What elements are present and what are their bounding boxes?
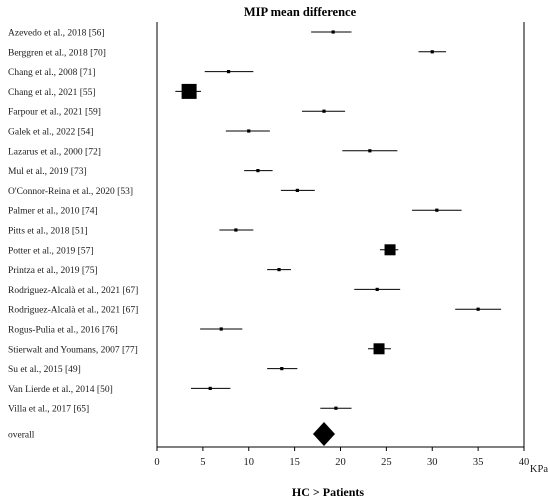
x-tick-label: 5 bbox=[200, 457, 205, 468]
study-label: Pitts et al., 2018 [51] bbox=[8, 227, 88, 237]
study-label: Chang et al., 2008 [71] bbox=[8, 68, 96, 78]
study-label: Potter et al., 2019 [57] bbox=[8, 246, 93, 256]
point-estimate bbox=[375, 287, 379, 291]
x-axis: 0 5 10 15 20 25 30 35 40 bbox=[154, 446, 530, 468]
study-label: Lazarus et al., 2000 [72] bbox=[8, 147, 101, 157]
chart-title: MIP mean difference bbox=[244, 5, 357, 19]
x-tick-label: 30 bbox=[427, 457, 438, 468]
study-label: Berggren et al., 2018 [70] bbox=[8, 48, 106, 58]
point-estimate bbox=[295, 188, 299, 192]
study-label: Rogus-Pulia et al., 2016 [76] bbox=[8, 326, 118, 336]
x-tick-label: 20 bbox=[335, 457, 346, 468]
x-axis-label: KPa bbox=[530, 464, 548, 475]
x-tick-label: 10 bbox=[244, 457, 255, 468]
point-estimate bbox=[226, 70, 231, 74]
study-label: Chang et al., 2021 [55] bbox=[8, 88, 96, 98]
x-tick-label: 40 bbox=[519, 457, 530, 468]
study-label: Printza et al., 2019 [75] bbox=[8, 266, 98, 276]
comparison-label: HC > Patients bbox=[292, 485, 364, 499]
plot-area bbox=[156, 22, 525, 447]
x-tick-label: 35 bbox=[473, 457, 484, 468]
point-estimate bbox=[322, 109, 326, 113]
study-label: Mul et al., 2019 [73] bbox=[8, 167, 87, 177]
study-label: Farpour et al., 2021 [59] bbox=[8, 108, 101, 118]
point-estimate bbox=[384, 244, 396, 256]
point-estimate bbox=[476, 307, 480, 311]
point-estimate bbox=[331, 30, 335, 34]
point-estimate bbox=[277, 268, 281, 272]
study-label: Galek et al., 2022 [54] bbox=[8, 128, 93, 138]
point-estimate bbox=[181, 83, 197, 99]
x-tick-label: 15 bbox=[289, 457, 300, 468]
point-estimate bbox=[219, 327, 223, 331]
study-label: Azevedo et al., 2018 [56] bbox=[8, 29, 105, 39]
study-label: Van Lierde et al., 2014 [50] bbox=[8, 385, 113, 395]
study-label: Palmer et al., 2010 [74] bbox=[8, 207, 98, 217]
point-estimate bbox=[280, 367, 284, 371]
overall-label: overall bbox=[8, 431, 35, 441]
overall-diamond bbox=[312, 422, 335, 446]
study-labels: Azevedo et al., 2018 [56] Berggren et al.… bbox=[8, 29, 138, 441]
point-estimate bbox=[435, 208, 439, 212]
point-estimate bbox=[247, 129, 251, 133]
point-estimate bbox=[208, 386, 212, 390]
point-estimate bbox=[430, 50, 434, 54]
x-tick-label: 25 bbox=[381, 457, 392, 468]
study-label: Stierwalt and Youmans, 2007 [77] bbox=[8, 345, 138, 355]
study-label: O'Connor-Reina et al., 2020 [53] bbox=[8, 187, 133, 197]
study-label: Villa et al., 2017 [65] bbox=[8, 405, 89, 415]
study-label: Rodriguez-Alcalà et al., 2021 [67] bbox=[8, 286, 138, 296]
point-estimate bbox=[256, 169, 260, 173]
point-estimate bbox=[368, 149, 372, 153]
study-label: Su et al., 2015 [49] bbox=[8, 365, 81, 375]
study-label: Rodriguez-Alcalà et al., 2021 [67] bbox=[8, 306, 138, 316]
point-estimate bbox=[234, 228, 238, 232]
point-estimate bbox=[334, 406, 338, 410]
x-tick-label: 0 bbox=[154, 457, 159, 468]
point-estimate bbox=[373, 343, 385, 355]
